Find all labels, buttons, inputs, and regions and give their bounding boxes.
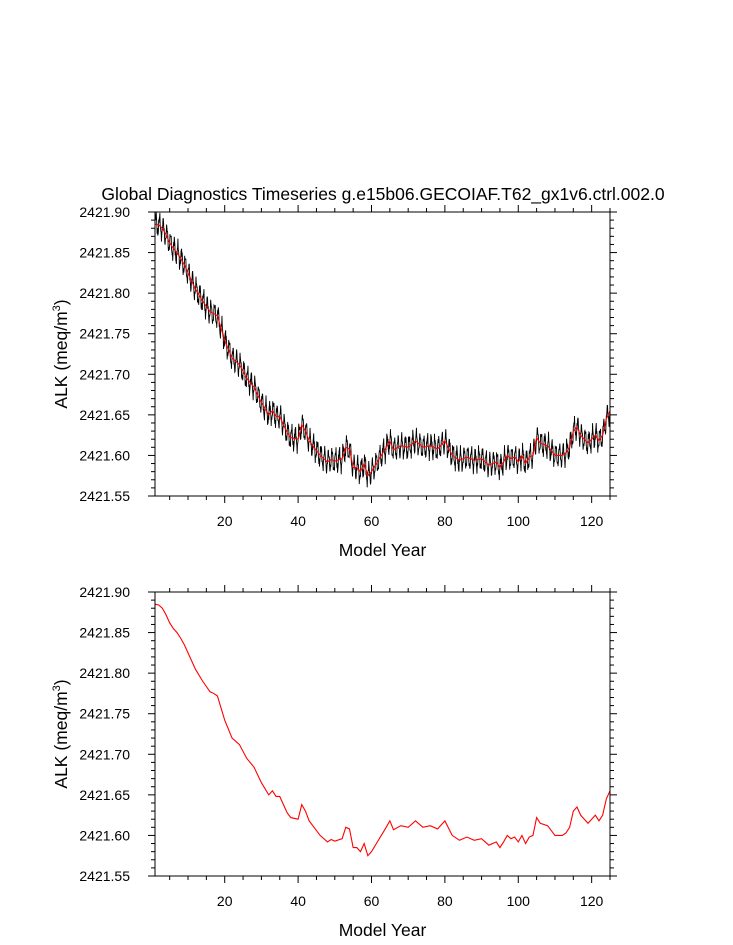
x-tick-label: 120: [580, 893, 604, 909]
chart-title: Global Diagnostics Timeseries g.e15b06.G…: [101, 184, 664, 205]
x-tick-label: 20: [217, 513, 233, 529]
y-tick-label: 2421.70: [79, 366, 130, 382]
y-tick-label: 2421.85: [79, 625, 130, 641]
y-tick-label: 2421.55: [79, 488, 130, 504]
y-tick-label: 2421.90: [79, 584, 130, 600]
y-tick-label: 2421.85: [79, 245, 130, 261]
monthly-series-line: [155, 212, 610, 488]
annual-mean-series-line: [155, 223, 610, 477]
x-axis-label: Model Year: [339, 540, 427, 560]
annual-mean-series-line: [155, 603, 610, 857]
x-axis-label: Model Year: [339, 920, 427, 940]
x-tick-label: 40: [290, 893, 306, 909]
y-tick-label: 2421.80: [79, 665, 130, 681]
x-tick-label: 100: [507, 893, 531, 909]
y-tick-label: 2421.90: [79, 204, 130, 220]
y-axis-label: ALK (meq/m3): [51, 679, 71, 788]
x-tick-label: 100: [507, 513, 531, 529]
x-tick-label: 60: [364, 513, 380, 529]
y-tick-label: 2421.75: [79, 706, 130, 722]
x-tick-label: 80: [437, 513, 453, 529]
x-tick-label: 120: [580, 513, 604, 529]
y-tick-label: 2421.65: [79, 407, 130, 423]
x-tick-label: 60: [364, 893, 380, 909]
plot-frame: [154, 211, 611, 497]
y-tick-label: 2421.70: [79, 746, 130, 762]
x-tick-label: 20: [217, 893, 233, 909]
plot-frame: [154, 591, 611, 877]
y-tick-label: 2421.55: [79, 868, 130, 884]
y-tick-label: 2421.60: [79, 827, 130, 843]
y-tick-label: 2421.60: [79, 447, 130, 463]
y-tick-label: 2421.80: [79, 285, 130, 301]
top-timeseries-panel: 2421.55 2421.60 2421.65 2421.70 2421.75 2421.…: [51, 204, 617, 560]
y-tick-label: 2421.65: [79, 787, 130, 803]
y-tick-label: 2421.75: [79, 326, 130, 342]
bottom-timeseries-panel: 2421.55 2421.60 2421.65 2421.70 2421.75 2421.…: [51, 584, 617, 940]
x-tick-label: 40: [290, 513, 306, 529]
x-tick-label: 80: [437, 893, 453, 909]
y-axis-label: ALK (meq/m3): [51, 299, 71, 408]
